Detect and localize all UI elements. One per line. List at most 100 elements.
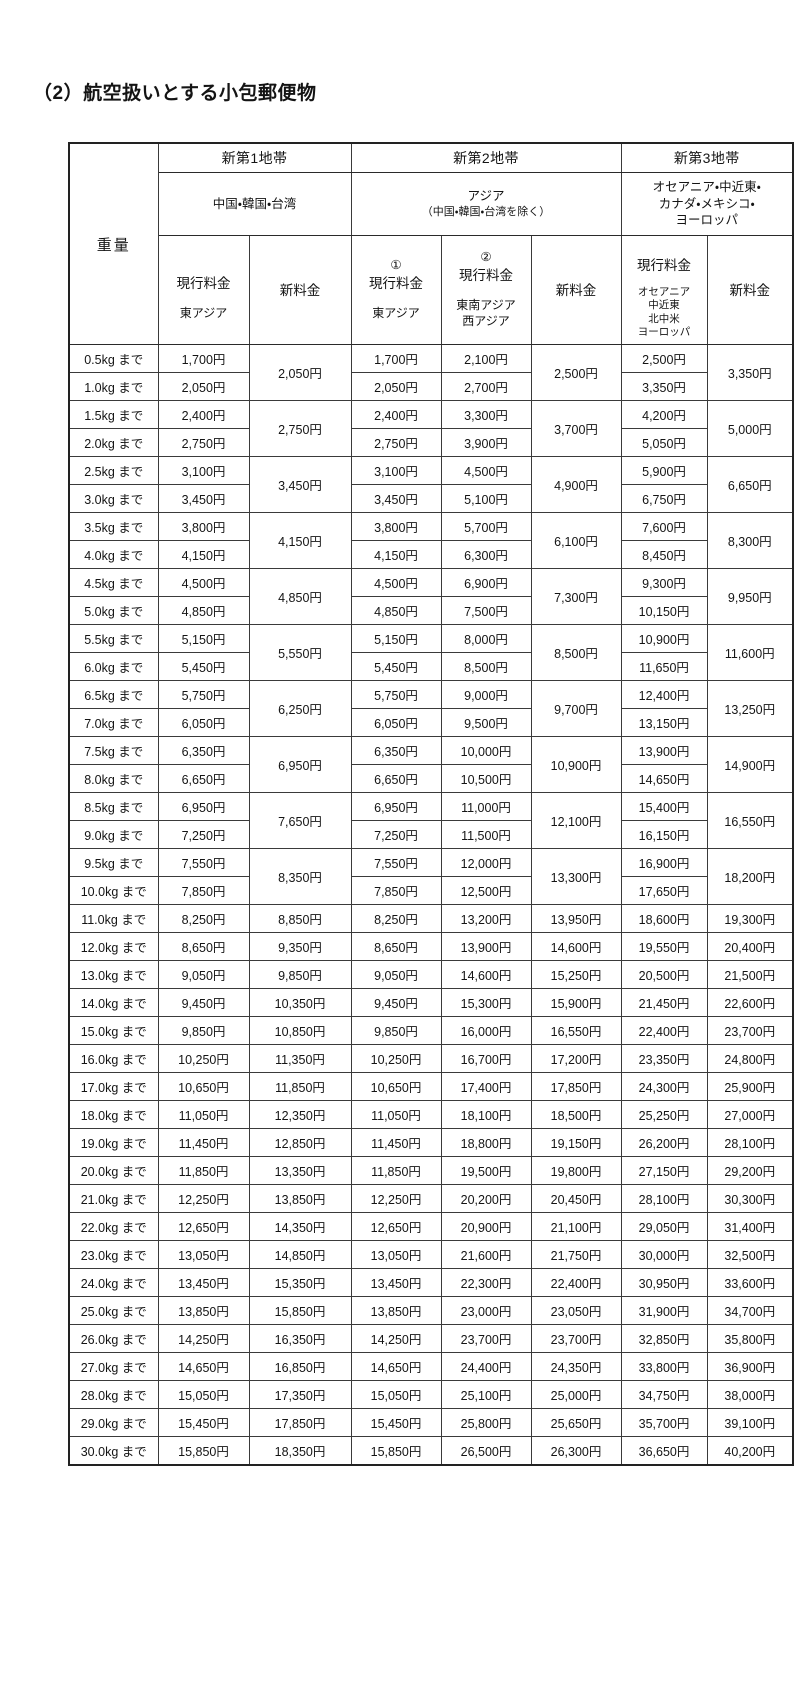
weight-cell: 4.0kg まで <box>68 540 159 569</box>
table-row: 6.0kg まで 5,450円 5,450円 8,500円 11,650円 <box>68 652 793 681</box>
table-row: 13.0kg まで 9,050円 9,850円 9,050円 14,600円 15,250… <box>68 960 794 989</box>
zone2-new-cell: 21,100円 <box>530 1212 622 1241</box>
zone3-current-cell: 28,100円 <box>620 1184 708 1213</box>
table-row: 27.0kg まで 14,650円 16,850円 14,650円 24,400円 24,… <box>68 1352 794 1381</box>
zone2-current1-cell: 12,650円 <box>350 1212 442 1241</box>
zone3-new-cell: 11,600円 <box>706 624 794 681</box>
zone1-current-cell: 13,450円 <box>157 1268 250 1297</box>
table-row: 0.5kg まで 1,700円 2,050円 1,700円 2,100円 2,500円 2,… <box>68 344 794 401</box>
zone3-current-cell: 10,900円 <box>620 624 708 653</box>
zone3-current-cell: 20,500円 <box>620 960 708 989</box>
zone1-new-cell: 2,050円 <box>248 344 352 401</box>
zone2-current1-cell: 5,150円 <box>350 624 442 653</box>
zone3-current-cell: 16,150円 <box>620 820 708 849</box>
zone2-current2-cell: 12,500円 <box>440 876 532 905</box>
zone3-current-cell: 34,750円 <box>620 1380 708 1409</box>
zone1-current-cell: 3,450円 <box>157 484 250 513</box>
zone1-current-cell: 10,250円 <box>157 1044 250 1073</box>
zone2-current1-cell: 5,450円 <box>350 652 442 681</box>
zone1-new-cell: 3,450円 <box>248 456 352 513</box>
weight-cell: 25.0kg まで <box>68 1296 159 1325</box>
zone2-new-cell: 23,700円 <box>530 1324 622 1353</box>
table-row: 14.0kg まで 9,450円 10,350円 9,450円 15,300円 15,90… <box>68 988 794 1017</box>
zone2-current1-cell: 5,750円 <box>350 680 442 709</box>
zone2-current1-cell: 2,750円 <box>350 428 442 457</box>
zone3-new-cell: 33,600円 <box>706 1268 794 1297</box>
zone3-new-cell: 13,250円 <box>706 680 794 737</box>
zone2-current2-cell: 20,200円 <box>440 1184 532 1213</box>
zone2-new-cell: 16,550円 <box>530 1016 622 1045</box>
zone1-current-cell: 5,150円 <box>157 624 250 653</box>
table-row: 9.0kg まで 7,250円 7,250円 11,500円 16,150円 <box>68 820 793 849</box>
zone2-current2-cell: 22,300円 <box>440 1268 532 1297</box>
weight-cell: 21.0kg まで <box>68 1184 159 1213</box>
weight-cell: 14.0kg まで <box>68 988 159 1017</box>
zone3-current-cell: 33,800円 <box>620 1352 708 1381</box>
zone1-current-cell: 6,350円 <box>157 736 250 765</box>
weight-cell: 0.5kg まで <box>68 344 159 373</box>
zone1-current-cell: 9,850円 <box>157 1016 250 1045</box>
zone2-countries: アジア （中国・韓国・台湾を除く） <box>350 172 622 236</box>
zone2-new-cell: 21,750円 <box>530 1240 622 1269</box>
zone3-current-cell: 19,550円 <box>620 932 708 961</box>
zone2-current1-cell: 8,650円 <box>350 932 442 961</box>
zone1-current-cell: 3,100円 <box>157 456 250 485</box>
zone1-new-cell: 9,350円 <box>248 932 352 961</box>
zone3-current-cell: 36,650円 <box>620 1436 708 1466</box>
zone2-current2-cell: 5,700円 <box>440 512 532 541</box>
zone2-current2-cell: 21,600円 <box>440 1240 532 1269</box>
zone2-new-cell: 17,200円 <box>530 1044 622 1073</box>
zone3-new-cell: 35,800円 <box>706 1324 794 1353</box>
col-label-zone1-new: 新料金 <box>279 283 321 299</box>
zone2-current1-cell: 6,050円 <box>350 708 442 737</box>
zone2-new-cell: 18,500円 <box>530 1100 622 1129</box>
zone2-current1-cell: 14,250円 <box>350 1324 442 1353</box>
table-row: 19.0kg まで 11,450円 12,850円 11,450円 18,800円 19,… <box>68 1128 794 1157</box>
zone2-current2-cell: 19,500円 <box>440 1156 532 1185</box>
table-row: 7.0kg まで 6,050円 6,050円 9,500円 13,150円 <box>68 708 793 737</box>
zone3-new-cell: 6,650円 <box>706 456 794 513</box>
col-region-zone2-current1: 東アジア <box>372 305 420 320</box>
weight-cell: 22.0kg まで <box>68 1212 159 1241</box>
zone1-current-cell: 1,700円 <box>157 344 250 373</box>
zone1-new-cell: 4,850円 <box>248 568 352 625</box>
zone3-new-cell: 34,700円 <box>706 1296 794 1325</box>
zone2-new-cell: 20,450円 <box>530 1184 622 1213</box>
zone3-new-cell: 14,900円 <box>706 736 794 793</box>
zone1-current-cell: 6,650円 <box>157 764 250 793</box>
zone1-new-cell: 18,350円 <box>248 1436 352 1466</box>
zone1-current-cell: 10,650円 <box>157 1072 250 1101</box>
weight-cell: 18.0kg まで <box>68 1100 159 1129</box>
zone2-new-cell: 15,900円 <box>530 988 622 1017</box>
weight-cell: 5.0kg まで <box>68 596 159 625</box>
zone2-new-cell: 7,300円 <box>530 568 622 625</box>
zone1-new-cell: 6,250円 <box>248 680 352 737</box>
zone2-new-cell: 25,650円 <box>530 1408 622 1437</box>
table-row: 29.0kg まで 15,450円 17,850円 15,450円 25,800円 25,… <box>68 1408 794 1437</box>
zone1-current-cell: 12,650円 <box>157 1212 250 1241</box>
table-body: 0.5kg まで 1,700円 2,050円 1,700円 2,100円 2,500円 2,… <box>68 344 794 1466</box>
zone2-current1-cell: 7,550円 <box>350 848 442 877</box>
weight-cell: 6.0kg まで <box>68 652 159 681</box>
zone2-current1-cell: 15,050円 <box>350 1380 442 1409</box>
zone1-new-cell: 9,850円 <box>248 960 352 989</box>
zone3-new-cell: 22,600円 <box>706 988 794 1017</box>
zone1-new-cell: 5,550円 <box>248 624 352 681</box>
zone1-current-cell: 2,400円 <box>157 400 250 429</box>
col-label-zone3-new: 新料金 <box>729 283 771 299</box>
weight-cell: 1.0kg まで <box>68 372 159 401</box>
weight-cell: 20.0kg まで <box>68 1156 159 1185</box>
zone2-current2-cell: 15,300円 <box>440 988 532 1017</box>
zone2-new-cell: 25,000円 <box>530 1380 622 1409</box>
weight-cell: 16.0kg まで <box>68 1044 159 1073</box>
zone1-new-cell: 2,750円 <box>248 400 352 457</box>
table-row: 20.0kg まで 11,850円 13,350円 11,850円 19,500円 19,… <box>68 1156 794 1185</box>
col-label-zone2-current2: 現行料金 <box>459 267 514 283</box>
zone2-current1-cell: 4,150円 <box>350 540 442 569</box>
zone2-current2-cell: 18,100円 <box>440 1100 532 1129</box>
table-row: 30.0kg まで 15,850円 18,350円 15,850円 26,500円 26,… <box>68 1436 794 1466</box>
table-row: 26.0kg まで 14,250円 16,350円 14,250円 23,700円 23,… <box>68 1324 794 1353</box>
zone2-countries-note: （中国・韓国・台湾を除く） <box>421 206 551 219</box>
column-label-row: 現行料金 東アジア 新料金 ① 現行料金 東アジア ② <box>69 235 794 345</box>
zone3-current-cell: 24,300円 <box>620 1072 708 1101</box>
